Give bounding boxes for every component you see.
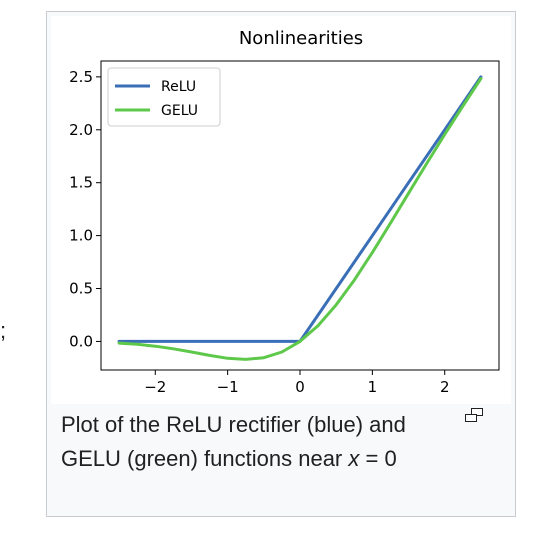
figure-caption: Plot of the ReLU rectifier (blue) and GE… bbox=[61, 408, 461, 476]
legend-label-gelu: GELU bbox=[161, 103, 198, 119]
chart-image[interactable]: Nonlinearities −2 −1 0 1 2 0.0 0.5 1.0 1.5 2.0 2.5… bbox=[51, 16, 511, 404]
y-tick-label: 2.0 bbox=[69, 121, 93, 139]
plot-area-frame bbox=[100, 60, 500, 371]
legend-label-relu: ReLU bbox=[161, 79, 196, 95]
x-tick-label: 2 bbox=[440, 378, 450, 396]
magnify-icon[interactable] bbox=[465, 408, 485, 422]
nonlinearities-chart: Nonlinearities −2 −1 0 1 2 0.0 0.5 1.0 1.5 2.0 2.5… bbox=[69, 28, 500, 396]
legend: ReLU GELU bbox=[107, 67, 221, 127]
y-tick-label: 1.5 bbox=[69, 174, 93, 192]
chart-title: Nonlinearities bbox=[239, 28, 363, 49]
x-tick-label: 1 bbox=[368, 378, 378, 396]
y-tick-label: 2.5 bbox=[69, 68, 93, 86]
y-tick-label: 0.0 bbox=[69, 332, 93, 350]
stray-semicolon: ; bbox=[0, 318, 7, 343]
caption-text-end: = 0 bbox=[359, 446, 397, 471]
x-tick-label: 0 bbox=[295, 378, 305, 396]
x-tick-label: −2 bbox=[144, 378, 166, 396]
x-tick-label: −1 bbox=[217, 378, 239, 396]
y-tick-label: 0.5 bbox=[69, 280, 93, 298]
series-line-gelu bbox=[117, 77, 483, 361]
caption-text: Plot of the ReLU rectifier (blue) and GE… bbox=[61, 412, 406, 471]
y-tick-label: 1.0 bbox=[69, 227, 93, 245]
caption-variable: x bbox=[348, 446, 360, 471]
figure-thumbnail: Nonlinearities −2 −1 0 1 2 0.0 0.5 1.0 1.5 2.0 2.5… bbox=[46, 11, 516, 517]
